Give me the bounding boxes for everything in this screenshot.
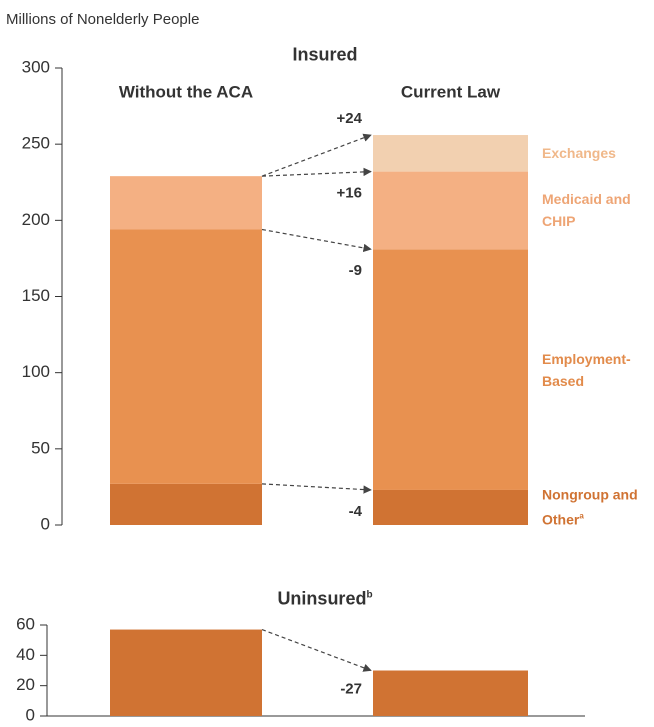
change-label: -9 [349, 262, 362, 279]
change-arrow [261, 133, 372, 177]
legend-label: Nongroup and Othera [542, 484, 654, 531]
legend-text: Nongroup and Other [542, 487, 638, 528]
y-tick-label: 150 [22, 286, 50, 305]
y-tick-label: 50 [31, 438, 50, 457]
change-label: +24 [337, 110, 363, 127]
y-tick-label: 250 [22, 134, 50, 153]
change-label: +16 [337, 185, 362, 202]
legend-label: Exchanges [542, 142, 654, 164]
y-axis-label: Millions of Nonelderly People [6, 11, 199, 28]
change-label: -4 [349, 503, 363, 520]
category-label: Current Law [401, 82, 501, 101]
bar-segment [373, 489, 528, 525]
bar-segment [373, 249, 528, 490]
category-label: Without the ACA [119, 82, 253, 101]
y-tick-label: 300 [22, 57, 50, 76]
legend-label: Medicaid and CHIP [542, 188, 654, 232]
legend-text: Medicaid and CHIP [542, 191, 631, 230]
title-text: Uninsured [277, 588, 367, 609]
footnote-mark: b [366, 589, 373, 601]
change-label: -27 [340, 680, 362, 697]
y-tick-label: 0 [26, 705, 35, 724]
bar-segment [110, 176, 262, 230]
title-text: Insured [292, 44, 358, 65]
chart-title: Uninsuredb [277, 589, 372, 610]
change-arrow [261, 167, 372, 177]
y-tick-label: 0 [41, 514, 50, 533]
y-tick-label: 60 [16, 614, 35, 633]
legend-text: Exchanges [542, 145, 616, 162]
bar [110, 629, 262, 716]
y-tick-label: 200 [22, 210, 50, 229]
change-arrow [261, 628, 372, 672]
footnote-mark: a [579, 512, 584, 522]
change-arrow [261, 483, 372, 494]
bar-segment [373, 135, 528, 172]
change-arrow [261, 228, 372, 253]
chart-title: Insured [292, 45, 357, 66]
bar-segment [110, 483, 262, 525]
legend-label: Employment-Based [542, 348, 654, 392]
y-tick-label: 20 [16, 675, 35, 694]
legend-text: Employment-Based [542, 350, 631, 389]
bar [373, 670, 528, 716]
y-tick-label: 40 [16, 645, 35, 664]
bar-segment [373, 171, 528, 250]
y-tick-label: 100 [22, 362, 50, 381]
bar-segment [110, 229, 262, 484]
